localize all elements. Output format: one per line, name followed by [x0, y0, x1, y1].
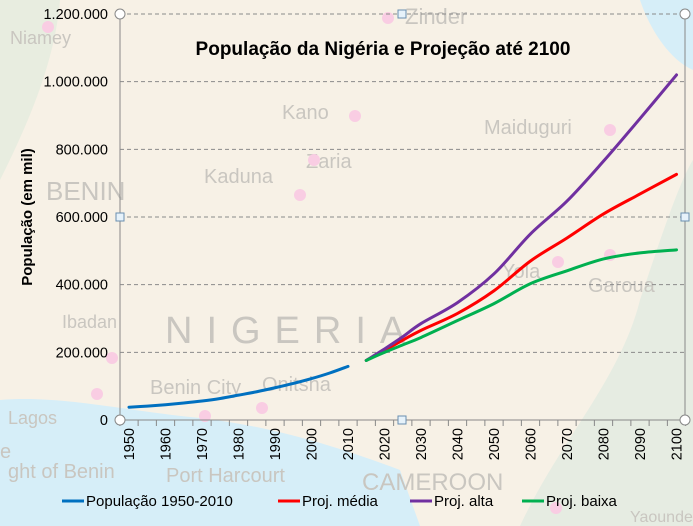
map-label: Yaounde: [630, 509, 693, 526]
resize-handle-corner[interactable]: [114, 8, 126, 20]
map-label: e: [0, 441, 11, 463]
resize-handle-corner[interactable]: [679, 8, 691, 20]
city-dot: [604, 124, 616, 136]
city-dot: [382, 12, 394, 24]
y-tick-label: 600.000: [56, 210, 108, 226]
series-line-2[interactable]: [364, 73, 678, 362]
y-tick-label: 0: [100, 413, 108, 429]
y-tick-label: 1.200.000: [43, 7, 108, 23]
legend-label: Proj. média: [302, 493, 379, 510]
resize-handle-side[interactable]: [115, 212, 125, 222]
x-tick-label: 2030: [414, 428, 430, 460]
x-tick-label: 2100: [670, 428, 686, 460]
y-tick-label: 400.000: [56, 278, 108, 294]
y-tick-label: 800.000: [56, 142, 108, 158]
map-label: Garoua: [588, 275, 656, 297]
series-line-1[interactable]: [364, 172, 678, 362]
x-tick-label: 1950: [122, 428, 138, 460]
city-dot: [294, 189, 306, 201]
y-axis-title: População (em mil): [19, 148, 36, 286]
chart-title: População da Nigéria e Projeção até 2100: [196, 39, 571, 60]
map-label: Onitsha: [262, 374, 332, 396]
map-label: Kano: [282, 102, 329, 124]
map-label: Zinder: [405, 4, 467, 29]
y-tick-label: 200.000: [56, 345, 108, 361]
x-tick-label: 2050: [487, 428, 503, 460]
map-label: BENIN: [46, 176, 125, 206]
resize-handle-corner[interactable]: [679, 414, 691, 426]
x-tick-label: 1960: [159, 428, 175, 460]
x-tick-label: 2080: [597, 428, 613, 460]
city-dot: [199, 410, 211, 422]
map-label: Ibadan: [62, 312, 117, 332]
map-label: Niamey: [10, 28, 71, 48]
x-tick-label: 2090: [633, 428, 649, 460]
legend-label: Proj. alta: [434, 493, 494, 510]
resize-handle-corner[interactable]: [114, 414, 126, 426]
x-tick-label: 1980: [232, 428, 248, 460]
x-tick-label: 2060: [524, 428, 540, 460]
x-tick-label: 1970: [195, 428, 211, 460]
map-label: Kaduna: [204, 166, 274, 188]
city-dot: [256, 402, 268, 414]
x-tick-label: 2040: [451, 428, 467, 460]
resize-handle-side[interactable]: [397, 415, 407, 425]
legend-label: População 1950-2010: [86, 493, 233, 510]
city-dot: [552, 256, 564, 268]
x-tick-label: 2010: [341, 428, 357, 460]
city-dot: [91, 388, 103, 400]
city-dot: [349, 110, 361, 122]
x-tick-label: 1990: [268, 428, 284, 460]
resize-handle-side[interactable]: [397, 9, 407, 19]
resize-handle-side[interactable]: [680, 212, 690, 222]
legend-label: Proj. baixa: [546, 493, 618, 510]
map-label: Benin City: [150, 377, 241, 399]
x-tick-label: 2000: [305, 428, 321, 460]
x-tick-label: 2070: [560, 428, 576, 460]
map-label: NIGERIA: [165, 310, 419, 352]
series-line-3[interactable]: [364, 248, 678, 362]
x-tick-label: 2020: [378, 428, 394, 460]
map-label: Maiduguri: [484, 117, 572, 139]
city-dot: [42, 21, 54, 33]
city-dot: [106, 352, 118, 364]
y-tick-label: 1.000.000: [43, 75, 108, 91]
map-label: Port Harcourt: [166, 465, 285, 487]
series-line-0[interactable]: [127, 364, 350, 409]
map-label: ght of Benin: [8, 461, 115, 483]
city-dot: [308, 154, 320, 166]
map-label: Lagos: [8, 408, 57, 428]
map-label: CAMEROON: [362, 469, 503, 496]
city-dot: [550, 502, 562, 514]
